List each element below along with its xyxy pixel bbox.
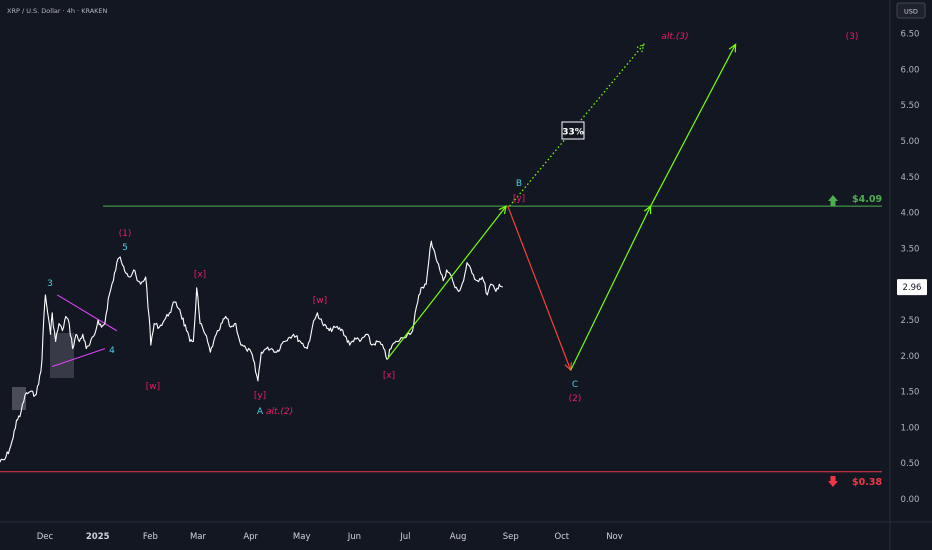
currency-label: USD: [904, 8, 918, 16]
wave-3-pink-label: (3): [846, 32, 859, 42]
y-tick-label: 0.00: [901, 495, 920, 505]
wave-3-label: 3: [47, 279, 53, 289]
triangle-upper-line: [57, 294, 118, 332]
projection-line-green_solid: [386, 205, 507, 360]
y-tick-label: 6.50: [901, 30, 920, 40]
projection-line-red_solid: [507, 205, 572, 371]
projection-arrowhead: [498, 205, 507, 215]
projection-arrowhead: [643, 204, 652, 215]
wave-w-label-2: [w]: [313, 296, 327, 306]
wave-B-label: B: [516, 179, 522, 189]
currency-box[interactable]: [896, 2, 926, 19]
time-axis[interactable]: Dec 2025 Feb Mar Apr May Jun Jul Aug Sep Oct Nov: [37, 532, 623, 542]
x-tick-label: Jul: [399, 532, 410, 542]
wave-4-label: 4: [109, 346, 115, 356]
wave-1-label: (1): [119, 229, 132, 239]
wave-C-label: C: [572, 380, 578, 390]
price-axis[interactable]: 6.506.005.505.004.504.003.503.002.502.00…: [901, 30, 920, 505]
x-tick-label: Jun: [347, 532, 361, 542]
wave-x-label-1: [x]: [194, 270, 206, 280]
projection-arrowhead: [564, 362, 572, 372]
alt-2-label: alt.(2): [266, 407, 293, 417]
x-tick-label: May: [293, 532, 311, 542]
y-tick-label: 3.50: [901, 244, 920, 254]
x-tick-label: Dec: [37, 532, 54, 542]
current-price-tag: [897, 279, 927, 296]
y-tick-label: 4.50: [901, 173, 920, 183]
alt-3-label: alt.(3): [661, 32, 688, 42]
consolidation-box-2: [50, 333, 74, 378]
probability-value: 33%: [562, 128, 584, 138]
x-tick-label: Aug: [450, 532, 467, 542]
wave-x-label-2: [x]: [383, 371, 395, 381]
y-tick-label: 5.50: [901, 101, 920, 111]
triangle-pattern: [52, 294, 118, 368]
x-tick-label: Mar: [190, 532, 207, 542]
wave-labels: 3 4 5 (1) [w] [x] [y] A alt.(2) [w] [x] …: [47, 32, 858, 417]
price-series-line: [0, 240, 503, 463]
chart-title: XRP / U.S. Dollar · 4h · KRAKEN: [7, 7, 108, 15]
down-arrow-icon: [828, 476, 838, 487]
y-tick-label: 0.50: [901, 459, 920, 469]
x-tick-label: Sep: [503, 532, 519, 542]
wave-y-label-1: [y]: [254, 391, 266, 401]
y-tick-label: 2.50: [901, 316, 920, 326]
x-tick-label: Feb: [143, 532, 158, 542]
x-tick-label: Nov: [606, 532, 623, 542]
projection-arrowhead: [636, 43, 645, 53]
wave-A-label: A: [257, 407, 264, 417]
wave-y-label-2: [y]: [513, 194, 525, 204]
y-tick-label: 6.00: [901, 65, 920, 75]
up-arrow-icon: [828, 195, 838, 206]
x-tick-label: 2025: [86, 532, 110, 542]
probability-box: [561, 121, 585, 140]
y-tick-label: 1.50: [901, 388, 920, 398]
x-tick-label: Oct: [554, 532, 569, 542]
wave-5-label: 5: [122, 243, 128, 253]
triangle-lower-line: [52, 348, 106, 368]
y-tick-label: 2.00: [901, 352, 920, 362]
target-level-label: $4.09: [852, 194, 882, 205]
y-tick-label: 4.00: [901, 209, 920, 219]
wave-w-label-1: [w]: [146, 382, 160, 392]
y-tick-label: 5.00: [901, 137, 920, 147]
x-tick-label: Apr: [243, 532, 258, 542]
projection-arrowhead: [728, 43, 737, 53]
wave-2-label: (2): [569, 394, 582, 404]
invalidation-level-label: $0.38: [852, 477, 882, 488]
current-price-value: 2.96: [903, 283, 922, 293]
y-tick-label: 1.00: [901, 423, 920, 433]
